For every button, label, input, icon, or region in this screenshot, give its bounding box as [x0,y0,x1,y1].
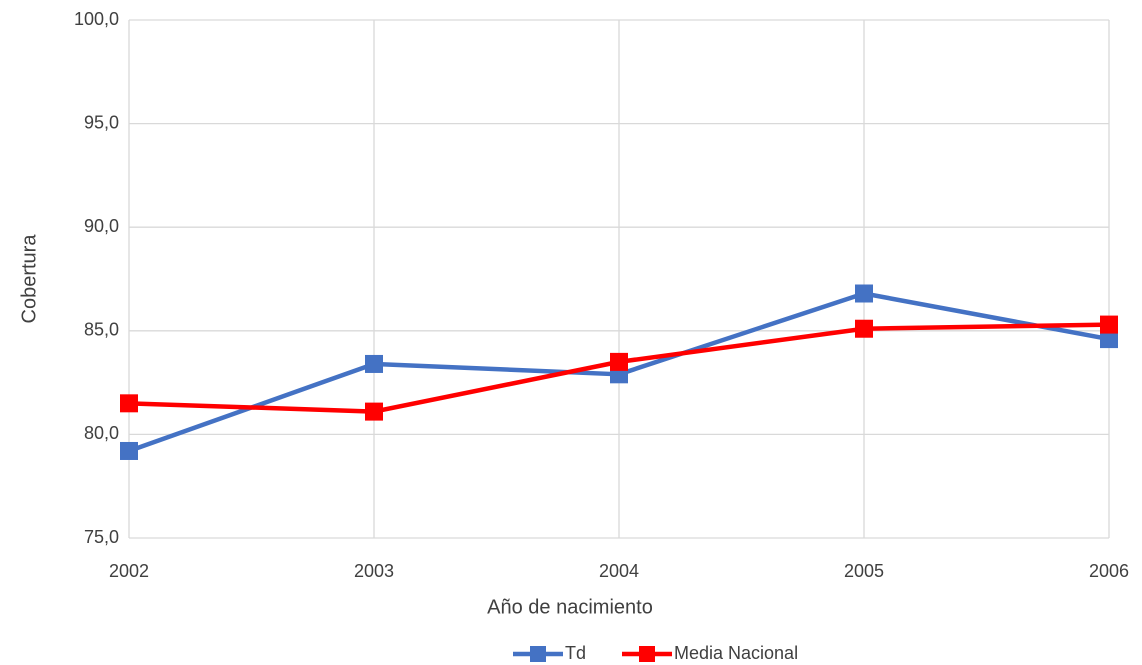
legend-label: Td [565,643,586,663]
marker [1100,315,1118,334]
marker [610,352,628,371]
marker [855,319,873,338]
y-tick-label: 95,0 [84,112,119,132]
x-tick-label: 2005 [844,561,884,581]
marker [120,394,138,413]
y-axis-title: Cobertura [18,234,40,324]
legend-marker [530,646,546,662]
y-tick-label: 90,0 [84,216,119,236]
marker [365,402,383,421]
x-tick-label: 2004 [599,561,639,581]
y-tick-label: 85,0 [84,320,119,340]
legend-marker [639,646,655,662]
marker [1100,330,1118,349]
marker [120,441,138,460]
y-tick-label: 75,0 [84,527,119,547]
x-tick-label: 2006 [1089,561,1129,581]
y-tick-label: 80,0 [84,423,119,443]
marker [855,284,873,303]
x-tick-label: 2003 [354,561,394,581]
legend-label: Media Nacional [674,643,798,663]
marker [365,354,383,373]
x-axis-title: Año de nacimiento [487,596,653,618]
x-tick-label: 2002 [109,561,149,581]
y-tick-label: 100,0 [74,9,119,29]
